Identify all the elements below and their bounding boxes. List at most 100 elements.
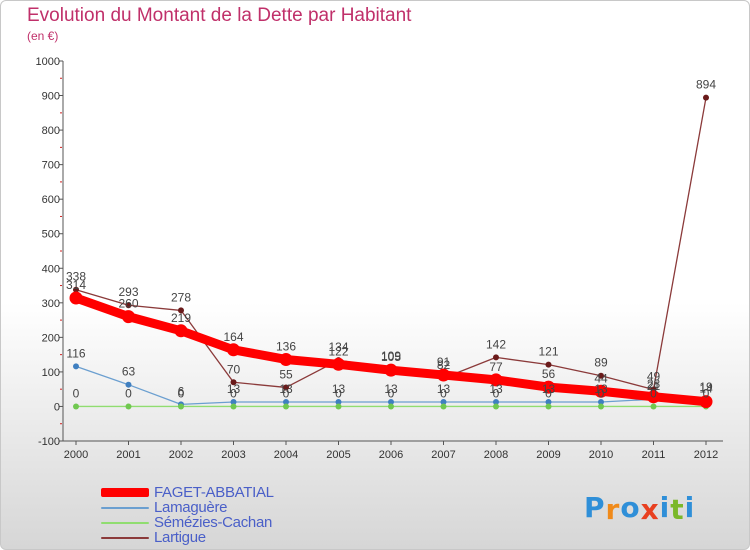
logo-letter: P bbox=[584, 491, 606, 524]
data-point bbox=[489, 373, 503, 387]
data-label: 13 bbox=[227, 382, 241, 396]
data-label: 63 bbox=[122, 365, 136, 379]
legend-swatch bbox=[101, 522, 149, 524]
data-label: 142 bbox=[486, 337, 506, 351]
data-point bbox=[122, 310, 135, 324]
data-label: 55 bbox=[279, 367, 293, 381]
data-point bbox=[283, 398, 289, 405]
data-point bbox=[594, 384, 608, 398]
data-point bbox=[647, 390, 660, 404]
data-label: 136 bbox=[276, 339, 296, 353]
data-label: 0 bbox=[283, 386, 290, 400]
data-point bbox=[69, 291, 83, 305]
data-label: 0 bbox=[650, 386, 657, 400]
data-point bbox=[230, 379, 237, 386]
data-point bbox=[493, 398, 499, 405]
y-tick-label: 800 bbox=[42, 125, 60, 137]
legend-swatch bbox=[101, 507, 149, 509]
logo-letter: x bbox=[640, 493, 660, 526]
y-tick-label: 900 bbox=[42, 91, 60, 103]
data-point bbox=[545, 398, 552, 405]
data-label: 56 bbox=[542, 367, 556, 381]
data-point bbox=[174, 324, 188, 338]
data-label: 13 bbox=[384, 382, 398, 396]
data-point bbox=[125, 302, 132, 309]
data-point bbox=[545, 361, 552, 368]
data-label: 89 bbox=[594, 356, 608, 370]
data-label: 13 bbox=[332, 382, 346, 396]
data-label: 91 bbox=[437, 355, 451, 369]
data-point bbox=[384, 363, 398, 377]
data-label: 13 bbox=[542, 382, 556, 396]
data-label: 13 bbox=[279, 382, 293, 396]
data-point bbox=[437, 368, 450, 382]
legend-swatch bbox=[101, 537, 149, 539]
data-point bbox=[283, 403, 289, 410]
logo-letter: i bbox=[684, 491, 696, 524]
x-tick-label: 2006 bbox=[379, 449, 403, 461]
data-label: 219 bbox=[171, 311, 191, 325]
legend-label: Lartigue bbox=[154, 529, 206, 546]
y-tick-label: 700 bbox=[42, 160, 60, 172]
data-point bbox=[73, 403, 79, 410]
data-label: 122 bbox=[328, 344, 348, 358]
proxiti-logo: Proxiti bbox=[584, 491, 696, 526]
x-tick-label: 2012 bbox=[694, 449, 718, 461]
legend-swatch bbox=[101, 488, 149, 497]
legend-label: Sémézies-Cachan bbox=[154, 514, 273, 531]
data-point bbox=[332, 357, 345, 371]
data-label: 121 bbox=[538, 345, 558, 359]
logo-letter: t bbox=[670, 493, 685, 526]
data-label: 13 bbox=[594, 382, 608, 396]
y-tick-label: 300 bbox=[42, 298, 60, 310]
x-tick-label: 2004 bbox=[274, 449, 298, 461]
data-point bbox=[125, 381, 132, 388]
data-point bbox=[703, 94, 709, 101]
data-point bbox=[493, 403, 499, 410]
data-label: 0 bbox=[73, 386, 80, 400]
x-tick-label: 2002 bbox=[169, 449, 193, 461]
data-label: 0 bbox=[545, 386, 552, 400]
data-point bbox=[227, 343, 240, 357]
data-label: 0 bbox=[125, 386, 132, 400]
x-tick-label: 2010 bbox=[589, 449, 613, 461]
data-point bbox=[283, 384, 289, 391]
data-point bbox=[440, 398, 447, 405]
data-label: 49 bbox=[647, 370, 661, 384]
data-label: 134 bbox=[328, 340, 348, 354]
data-point bbox=[230, 398, 237, 405]
data-point bbox=[545, 403, 552, 410]
data-label: 338 bbox=[66, 270, 86, 284]
data-point bbox=[388, 398, 394, 405]
y-tick-label: 0 bbox=[54, 401, 60, 413]
data-point bbox=[650, 403, 657, 410]
data-label: 14 bbox=[699, 382, 713, 396]
data-label: 28 bbox=[647, 377, 661, 391]
y-tick-label: 200 bbox=[42, 332, 60, 344]
x-tick-label: 2008 bbox=[484, 449, 508, 461]
x-tick-label: 2001 bbox=[116, 449, 140, 461]
data-label: 260 bbox=[118, 297, 138, 311]
data-point bbox=[178, 307, 184, 314]
x-tick-label: 2007 bbox=[431, 449, 455, 461]
data-point bbox=[73, 363, 79, 370]
data-label: 44 bbox=[594, 371, 608, 385]
data-label: 82 bbox=[437, 358, 451, 372]
data-point bbox=[493, 354, 499, 361]
data-point bbox=[598, 372, 604, 379]
y-tick-label: 400 bbox=[42, 263, 60, 275]
data-label: 894 bbox=[696, 78, 716, 92]
y-tick-label: 100 bbox=[42, 367, 60, 379]
data-label: 70 bbox=[227, 362, 241, 376]
x-tick-label: 2009 bbox=[536, 449, 560, 461]
data-point bbox=[542, 380, 555, 394]
data-label: 105 bbox=[381, 350, 401, 364]
logo-letter: r bbox=[605, 493, 621, 526]
data-label: 0 bbox=[230, 386, 237, 400]
y-tick-label: 600 bbox=[42, 194, 60, 206]
data-label: 0 bbox=[493, 386, 500, 400]
data-label: 13 bbox=[437, 382, 451, 396]
data-point bbox=[598, 398, 604, 405]
data-label: 278 bbox=[171, 290, 191, 304]
